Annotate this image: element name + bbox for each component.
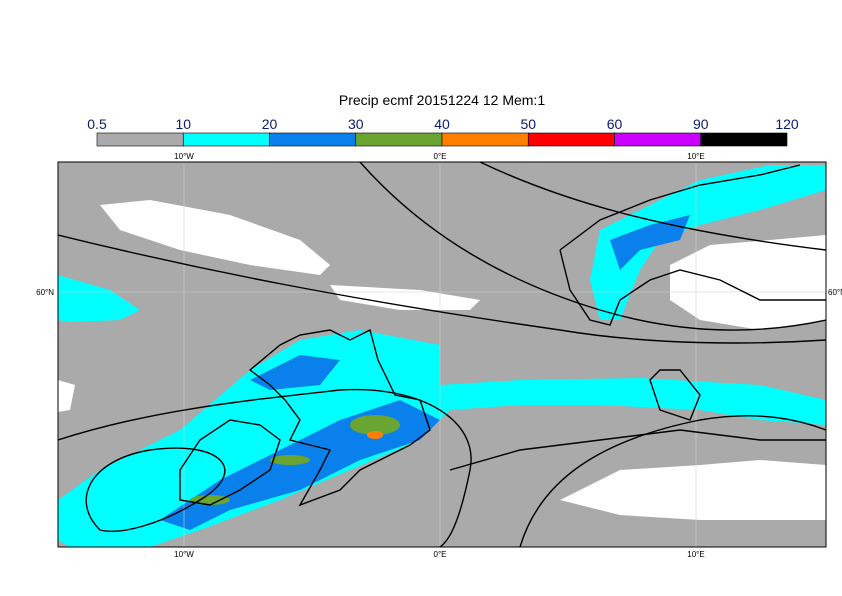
colorbar-label: 60 [607, 116, 623, 132]
colorbar-box [700, 132, 788, 147]
lon-label: 10°E [687, 152, 704, 161]
colorbar-box [355, 132, 443, 147]
lon-label: 0°E [434, 152, 447, 161]
colorbar-box [614, 132, 702, 147]
lon-label: 10°E [687, 550, 704, 559]
colorbar-label: 40 [434, 116, 450, 132]
colorbar-box [96, 132, 184, 147]
colorbar-box [527, 132, 615, 147]
lat-label: 60°N [36, 288, 54, 297]
colorbar-box [269, 132, 357, 147]
lon-label: 0°E [434, 550, 447, 559]
colorbar: 0.5 10 20 30 40 50 60 90 120 [87, 116, 799, 147]
colorbar-box [182, 132, 270, 147]
map-frame [57, 161, 827, 548]
lon-label: 10°W [174, 152, 194, 161]
map [58, 162, 826, 547]
colorbar-box [441, 132, 529, 147]
colorbar-label: 10 [175, 116, 191, 132]
colorbar-label: 50 [520, 116, 536, 132]
colorbar-label: 30 [348, 116, 364, 132]
colorbar-label: 0.5 [87, 116, 107, 132]
lon-label: 10°W [174, 550, 194, 559]
colorbar-label: 20 [262, 116, 278, 132]
colorbar-label: 120 [775, 116, 799, 132]
map-title: Precip ecmf 20151224 12 Mem:1 [339, 92, 545, 108]
lat-label: 60°N [828, 288, 842, 297]
colorbar-label: 90 [693, 116, 709, 132]
